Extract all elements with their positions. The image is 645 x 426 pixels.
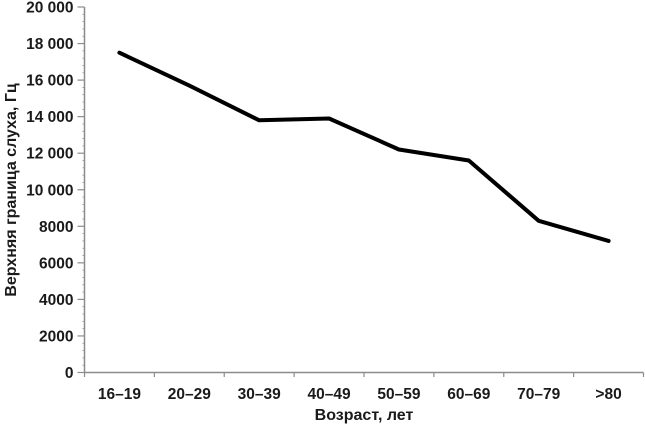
y-tick-label: 20 000 — [26, 0, 73, 17]
y-tick-label: 14 000 — [26, 109, 73, 126]
x-category-label: 30–39 — [238, 386, 281, 403]
y-tick-label: 16 000 — [26, 73, 73, 90]
y-tick-label: 10 000 — [26, 182, 73, 199]
labels-layer: 0 2000 4000 6000 8000 10 000 12 000 14 000 16 00… — [26, 0, 622, 403]
y-tick-label: 4000 — [39, 292, 73, 309]
x-category-label: 20–29 — [168, 386, 211, 403]
x-axis-title: Возраст, лет — [315, 407, 414, 424]
y-tick-label: 6000 — [39, 255, 73, 272]
y-tick-label: 0 — [65, 365, 74, 382]
y-tick-label: 18 000 — [26, 36, 73, 53]
x-category-label: 50–59 — [377, 386, 420, 403]
x-category-label: 16–19 — [98, 386, 141, 403]
y-axis-title: Верхняя граница слуха, Гц — [3, 83, 20, 297]
x-category-label: 70–79 — [517, 386, 560, 403]
data-line — [117, 50, 611, 243]
y-tick-label: 8000 — [39, 219, 73, 236]
x-category-label: >80 — [595, 386, 621, 403]
y-tick-label: 2000 — [39, 328, 73, 345]
ticks-layer — [77, 6, 645, 377]
y-tick-label: 12 000 — [26, 146, 73, 163]
x-category-label: 60–69 — [447, 386, 490, 403]
axes-layer — [83, 7, 644, 374]
x-category-label: 40–49 — [308, 386, 351, 403]
series-layer — [117, 50, 611, 243]
